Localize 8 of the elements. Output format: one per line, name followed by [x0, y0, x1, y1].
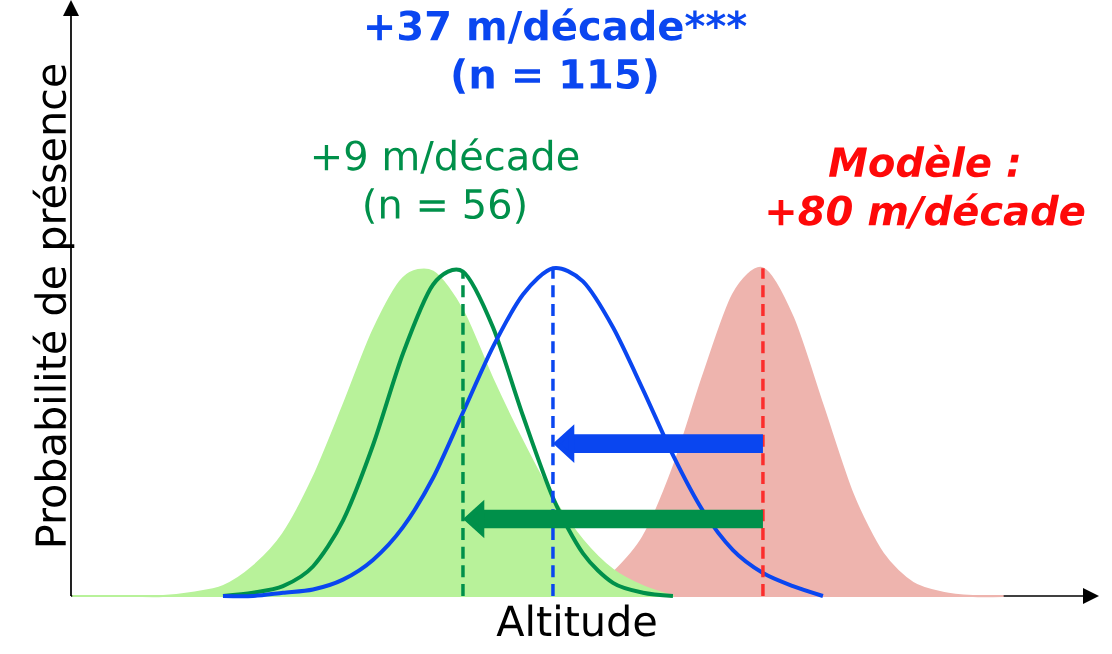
- text: (n = 115): [453, 58, 657, 94]
- text: +9 m/décade: [313, 138, 579, 174]
- text: +80 m/décade: [768, 193, 1085, 229]
- text: Modèle :: [828, 144, 1019, 178]
- text: (n = 56): [365, 188, 525, 224]
- y-axis-title: Probabilité de présence: [32, 64, 75, 546]
- x-axis-title: Altitude: [496, 604, 656, 637]
- text: +37 m/décade***: [367, 8, 747, 44]
